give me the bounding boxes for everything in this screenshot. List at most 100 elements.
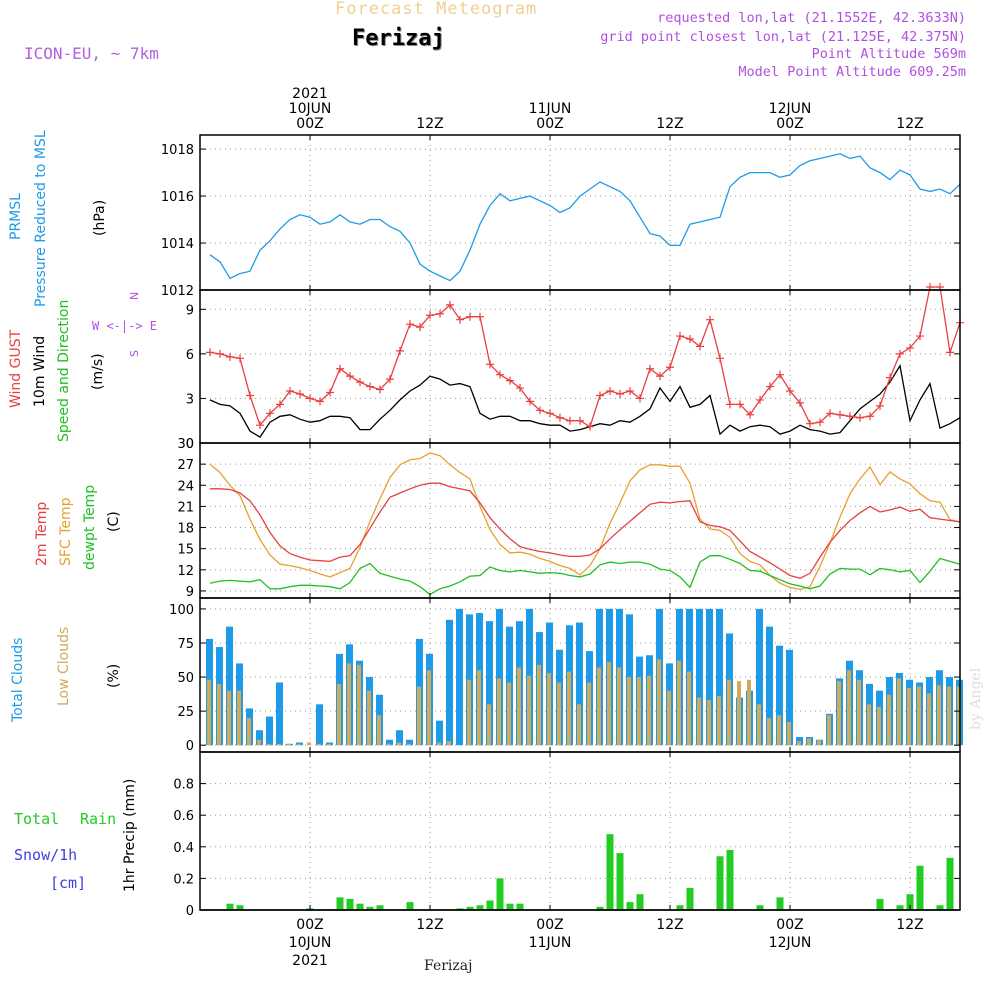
- gust-point: [296, 389, 304, 398]
- gust-point: [716, 354, 724, 363]
- low-cloud-bar: [767, 717, 771, 746]
- y-tick-label: 30: [177, 437, 194, 452]
- gust-point: [726, 400, 734, 409]
- low-cloud-bar: [217, 683, 221, 746]
- gust-point: [286, 387, 294, 396]
- low-cloud-bar: [337, 683, 341, 746]
- low-cloud-bar: [937, 685, 941, 746]
- rain-bar: [626, 902, 634, 910]
- gust-point: [306, 394, 314, 403]
- rain-bar: [356, 903, 364, 910]
- low-cloud-bar: [847, 670, 851, 746]
- pressure-label-prmsl: PRMSL: [8, 193, 24, 240]
- gust-point: [436, 309, 444, 318]
- gust-point: [256, 421, 264, 430]
- low-cloud-bar: [917, 686, 921, 746]
- bottom-time-label: 11JUN: [529, 935, 572, 951]
- gust-point: [706, 315, 714, 324]
- low-cloud-bar: [837, 681, 841, 746]
- low-cloud-bar: [547, 672, 551, 746]
- low-cloud-bar: [567, 671, 571, 746]
- y-tick-label: 18: [177, 522, 194, 537]
- total-clouds-label: Total Clouds: [10, 637, 26, 722]
- rain-bar: [466, 906, 474, 910]
- gust-point: [806, 419, 814, 428]
- total-cloud-bar: [456, 608, 463, 746]
- rain-bar: [946, 857, 954, 910]
- low-cloud-bar: [867, 704, 871, 746]
- low-cloud-bar: [877, 707, 881, 746]
- low-cloud-bar: [327, 743, 331, 746]
- y-tick-label: 0: [186, 904, 194, 919]
- low-cloud-bar: [527, 675, 531, 746]
- dewpt-label: dewpt Temp: [82, 484, 98, 570]
- low-cloud-bar: [797, 741, 801, 746]
- gust-point: [536, 406, 544, 415]
- meteogram-title: Forecast Meteogram: [335, 0, 538, 19]
- gust-point: [776, 370, 784, 379]
- low-cloud-bar: [727, 679, 731, 746]
- y-tick-label: 12: [177, 564, 194, 579]
- rain-bar: [476, 905, 484, 910]
- gust-point: [266, 409, 274, 418]
- low-cloud-bar: [227, 690, 231, 746]
- wind-speed-line: [209, 364, 961, 438]
- model-name: ICON-EU, ~ 7km: [24, 44, 159, 63]
- y-tick-label: 0.8: [173, 778, 194, 793]
- low-cloud-bar: [957, 686, 961, 746]
- y-tick-label: 21: [177, 500, 194, 515]
- rain-bar: [876, 898, 884, 910]
- point-altitude: Point Altitude 569m: [811, 46, 966, 62]
- rain-bar: [376, 905, 384, 910]
- gust-point: [326, 388, 334, 397]
- low-cloud-bar: [287, 743, 291, 746]
- total-cloud-bar: [386, 739, 393, 746]
- gust-point: [476, 312, 484, 321]
- low-cloud-bar: [477, 670, 481, 746]
- gust-point: [516, 384, 524, 393]
- footer-location: Ferizaj: [424, 958, 473, 974]
- credit-watermark: by Angel: [968, 667, 984, 730]
- gust-point: [886, 373, 894, 382]
- total-cloud-bar: [316, 704, 323, 746]
- gust-point: [826, 409, 834, 418]
- top-time-label: 2021: [292, 86, 328, 102]
- requested-coords: requested lon,lat (21.1552E, 42.3633N): [657, 10, 966, 26]
- panel-frame: [199, 134, 961, 291]
- gust-label: Wind GUST: [8, 329, 24, 408]
- low-cloud-bar: [747, 679, 751, 746]
- low-cloud-bar: [397, 742, 401, 746]
- gust-point: [566, 416, 574, 425]
- rain-bar: [636, 894, 644, 910]
- low-cloud-bar: [347, 663, 351, 746]
- gust-point: [486, 360, 494, 369]
- low-cloud-bar: [627, 677, 631, 746]
- total-cloud-bar: [256, 730, 263, 746]
- rain-bar: [596, 906, 604, 910]
- sfctemp-label: SFC Temp: [58, 497, 74, 566]
- low-cloud-bar: [587, 682, 591, 746]
- gust-point: [626, 387, 634, 396]
- clouds-unit: (%): [106, 663, 122, 688]
- total-cloud-bar: [406, 739, 413, 746]
- low-cloud-bar: [427, 670, 431, 746]
- gust-point: [666, 363, 674, 372]
- gust-point: [686, 335, 694, 344]
- y-tick-label: 27: [177, 458, 194, 473]
- bottom-time-label: 2021: [292, 953, 328, 969]
- low-cloud-bar: [237, 690, 241, 746]
- rain-bar: [896, 905, 904, 910]
- low-clouds-label: Low Clouds: [56, 626, 72, 706]
- gust-point: [576, 416, 584, 425]
- temp2m-label: 2m Temp: [34, 501, 50, 566]
- compass-we: W <-|-> E: [92, 319, 158, 333]
- low-cloud-bar: [827, 715, 831, 746]
- low-cloud-bar: [647, 675, 651, 746]
- gust-point: [526, 397, 534, 406]
- y-tick-label: 25: [177, 705, 194, 720]
- gust-point: [386, 375, 394, 384]
- top-time-label: 12Z: [896, 116, 923, 132]
- low-cloud-bar: [757, 704, 761, 746]
- y-tick-label: 3: [186, 392, 194, 407]
